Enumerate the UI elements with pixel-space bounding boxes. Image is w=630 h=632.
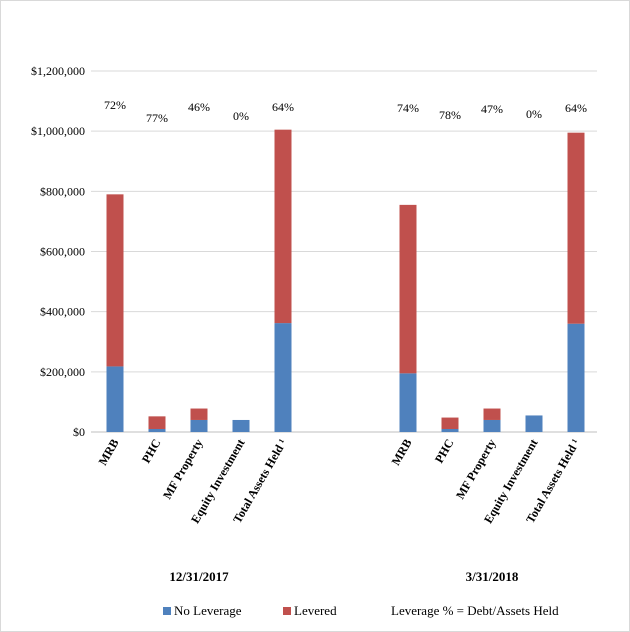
legend-note: Leverage % = Debt/Assets Held	[391, 603, 559, 618]
bar-levered	[106, 194, 124, 367]
bar-levered	[483, 408, 501, 420]
group-label: 12/31/2017	[169, 569, 229, 584]
x-category-label: MF Property	[160, 437, 206, 502]
leverage-percent-label: 77%	[146, 111, 168, 125]
bar-no-leverage	[483, 419, 501, 432]
bar-no-leverage	[190, 419, 208, 432]
bar-no-leverage	[106, 366, 124, 432]
bar-levered	[399, 204, 417, 374]
x-category-label: MRB	[388, 437, 414, 468]
y-tick-label: $400,000	[40, 305, 85, 319]
legend-swatch-no-leverage	[163, 607, 171, 615]
y-tick-label: $200,000	[40, 365, 85, 379]
x-category-label: PHC	[139, 437, 164, 466]
bar-levered	[190, 408, 208, 420]
legend-label-no-leverage: No Leverage	[174, 603, 242, 618]
bar-levered	[274, 129, 292, 324]
x-category-label: MRB	[95, 437, 121, 468]
group-labels: 12/31/2017 3/31/2018	[169, 569, 518, 584]
leverage-percent-labels: 72% 77% 46% 0% 64% 74% 78% 47% 0% 64%	[104, 98, 587, 125]
bar-no-leverage	[148, 428, 166, 432]
bar-no-leverage	[232, 419, 250, 432]
x-category-label: PHC	[432, 437, 457, 466]
leverage-percent-label: 78%	[439, 108, 461, 122]
leverage-percent-label: 64%	[565, 101, 587, 115]
bar-no-leverage	[399, 373, 417, 432]
leverage-percent-label: 0%	[233, 109, 249, 123]
legend-swatch-levered	[283, 607, 291, 615]
bar-levered	[567, 132, 585, 324]
gridlines	[91, 70, 597, 433]
leverage-percent-label: 47%	[481, 102, 503, 116]
leverage-percent-label: 72%	[104, 98, 126, 112]
y-tick-label: $800,000	[40, 184, 85, 198]
bar-no-leverage	[274, 323, 292, 432]
bar-no-leverage	[567, 323, 585, 432]
leverage-percent-label: 46%	[188, 100, 210, 114]
leverage-percent-label: 0%	[526, 107, 542, 121]
bar-no-leverage	[525, 415, 543, 432]
leverage-percent-label: 74%	[397, 101, 419, 115]
bar-levered	[441, 417, 459, 429]
x-category-label: MF Property	[453, 437, 499, 502]
bar-levered	[148, 416, 166, 429]
leverage-percent-label: 64%	[272, 100, 294, 114]
y-axis-ticks: $0 $200,000 $400,000 $600,000 $800,000 $1,000…	[31, 64, 85, 439]
y-tick-label: $1,000,000	[31, 124, 85, 138]
group-label: 3/31/2018	[466, 569, 519, 584]
bars	[106, 129, 585, 432]
y-tick-label: $600,000	[40, 245, 85, 259]
legend: No Leverage Levered Leverage % = Debt/As…	[163, 603, 559, 618]
y-tick-label: $0	[73, 425, 85, 439]
legend-label-levered: Levered	[294, 603, 337, 618]
y-tick-label: $1,200,000	[31, 64, 85, 78]
bar-no-leverage	[441, 428, 459, 432]
